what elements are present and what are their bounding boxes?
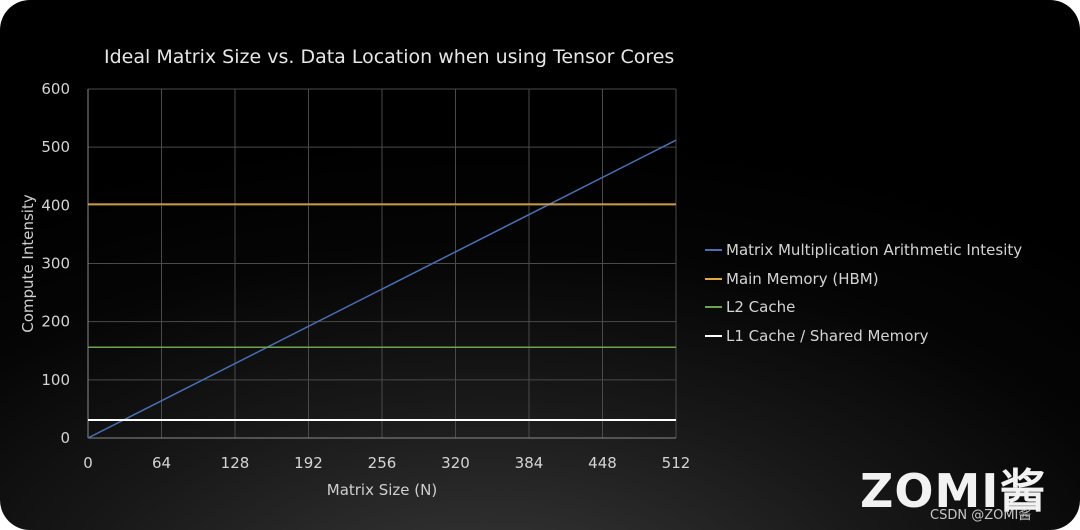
x-tick-label: 0 xyxy=(83,454,93,472)
x-tick-label: 192 xyxy=(294,454,323,472)
y-tick-label: 300 xyxy=(41,255,70,273)
y-tick-label: 400 xyxy=(41,196,70,214)
csdn-watermark: CSDN @ZOMI酱 xyxy=(930,508,1032,523)
y-tick-label: 0 xyxy=(60,429,70,447)
legend-label: Matrix Multiplication Arithmetic Intesit… xyxy=(726,241,1023,260)
x-tick-label: 384 xyxy=(515,454,544,472)
legend-item: L1 Cache / Shared Memory xyxy=(705,322,1022,351)
y-tick-label: 200 xyxy=(41,313,70,331)
series-line xyxy=(87,139,677,439)
zomi-logo: ZOMI酱 xyxy=(860,464,1047,518)
legend-swatch xyxy=(705,249,722,252)
legend-label: L2 Cache xyxy=(726,298,796,317)
y-tick-label: 100 xyxy=(41,371,70,389)
chart-legend: Matrix Multiplication Arithmetic Intesit… xyxy=(705,236,1022,350)
x-axis-title: Matrix Size (N) xyxy=(327,481,437,499)
legend-swatch xyxy=(705,277,722,280)
legend-swatch xyxy=(705,306,722,309)
x-tick-label: 512 xyxy=(662,454,691,472)
legend-item: Main Memory (HBM) xyxy=(705,265,1022,294)
x-tick-label: 128 xyxy=(221,454,250,472)
legend-swatch xyxy=(705,334,722,337)
legend-item: Matrix Multiplication Arithmetic Intesit… xyxy=(705,236,1022,265)
legend-label: L1 Cache / Shared Memory xyxy=(726,326,929,345)
x-tick-label: 64 xyxy=(152,454,171,472)
y-axis-title: Compute Intensity xyxy=(19,194,37,333)
legend-label: Main Memory (HBM) xyxy=(726,269,879,288)
x-tick-label: 320 xyxy=(441,454,470,472)
chart-title: Ideal Matrix Size vs. Data Location when… xyxy=(104,46,675,68)
y-tick-label: 600 xyxy=(41,80,70,98)
y-tick-label: 500 xyxy=(41,138,70,156)
x-tick-label: 256 xyxy=(368,454,397,472)
legend-item: L2 Cache xyxy=(705,293,1022,322)
x-tick-label: 448 xyxy=(588,454,617,472)
